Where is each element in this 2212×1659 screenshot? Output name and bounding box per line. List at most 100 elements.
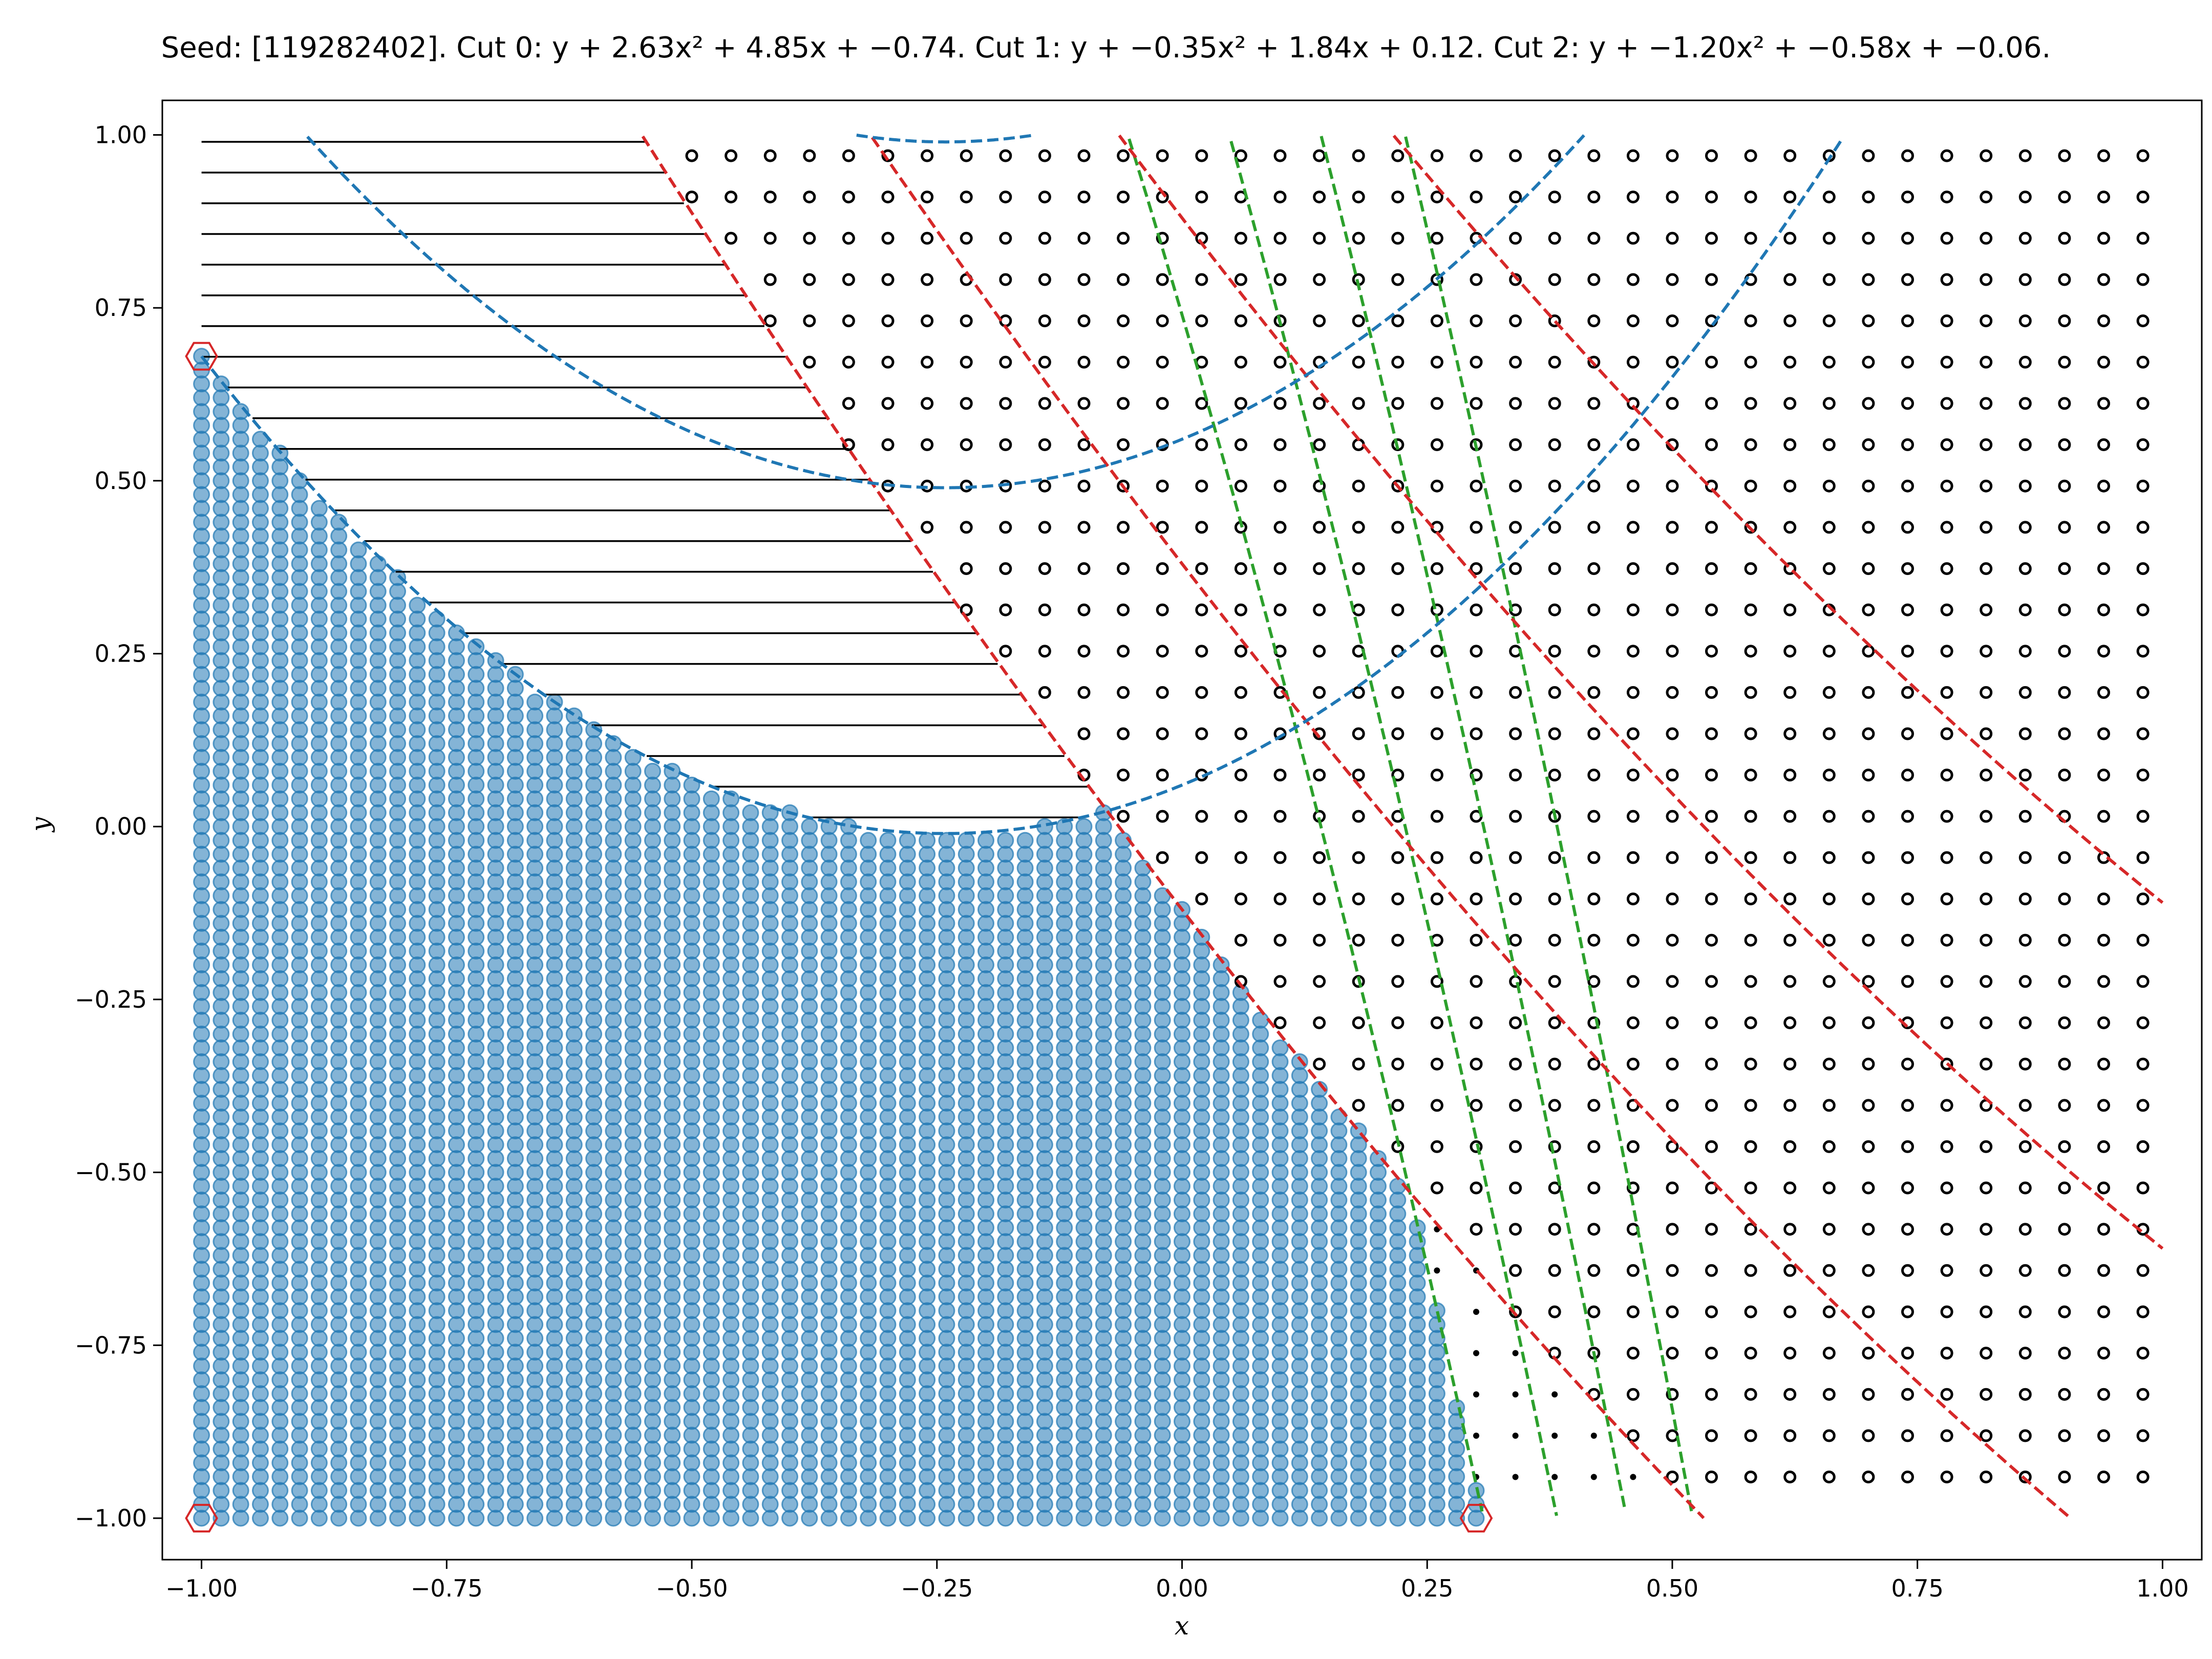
feasible-point [526, 928, 544, 946]
feasible-point [1232, 1219, 1249, 1237]
feasible-point [467, 1026, 485, 1043]
feasible-point [506, 1026, 524, 1043]
feasible-point [291, 1413, 308, 1430]
infeasible-marker-cut0 [1473, 1432, 1479, 1439]
feasible-point [664, 1509, 681, 1527]
feasible-point [467, 1509, 485, 1527]
infeasible-marker-cut0 [1512, 1391, 1519, 1398]
feasible-point [1154, 1413, 1171, 1430]
feasible-point [1154, 1219, 1171, 1237]
feasible-point [997, 928, 1014, 946]
feasible-point [840, 1122, 857, 1140]
feasible-point [1350, 1316, 1367, 1333]
feasible-point [330, 541, 348, 559]
feasible-point [1075, 832, 1093, 849]
feasible-point [467, 832, 485, 849]
feasible-point [644, 1026, 661, 1043]
feasible-point [409, 1413, 426, 1430]
feasible-point [291, 1316, 308, 1333]
feasible-point [899, 1316, 916, 1333]
feasible-point [1075, 1122, 1093, 1140]
feasible-point [330, 638, 348, 655]
feasible-point [801, 928, 818, 946]
feasible-point [232, 541, 249, 559]
feasible-point [860, 1509, 877, 1527]
feasible-point [389, 832, 407, 849]
plot-area [185, 133, 2164, 1533]
y-tick-label: −1.00 [75, 1504, 147, 1532]
feasible-point [977, 1122, 994, 1140]
feasible-point [1095, 1413, 1112, 1430]
feasible-point [1115, 928, 1132, 946]
feasible-point [1232, 1413, 1249, 1430]
feasible-point [761, 1413, 779, 1430]
feasible-point [506, 1316, 524, 1333]
feasible-point [350, 1316, 367, 1333]
feasible-point [1075, 1219, 1093, 1237]
feasible-point [252, 1509, 269, 1527]
feasible-point [389, 1122, 407, 1140]
feasible-point [801, 1509, 818, 1527]
feasible-point [644, 1413, 661, 1430]
feasible-point [860, 928, 877, 946]
feasible-point [1271, 1039, 1289, 1056]
x-tick-label: −1.00 [165, 1575, 238, 1602]
feasible-point [506, 1509, 524, 1527]
feasible-point [1115, 1219, 1132, 1237]
feasible-point [1232, 1026, 1249, 1043]
feasible-point [389, 1509, 407, 1527]
feasible-point [997, 832, 1014, 849]
feasible-point [605, 1219, 622, 1237]
feasible-point [605, 1316, 622, 1333]
feasible-point [703, 1509, 720, 1527]
feasible-point [781, 1122, 798, 1140]
feasible-point [585, 735, 603, 752]
feasible-point [389, 735, 407, 752]
feasible-point [938, 1026, 955, 1043]
feasible-point [448, 1026, 465, 1043]
feasible-point [1311, 1122, 1328, 1140]
feasible-point [781, 1509, 798, 1527]
feasible-point [546, 1122, 563, 1140]
feasible-point [742, 804, 759, 821]
feasible-point [1056, 832, 1073, 849]
feasible-point [1174, 1219, 1190, 1237]
feasible-point [840, 832, 857, 849]
feasible-point [487, 1026, 504, 1043]
feasible-point [664, 1219, 681, 1237]
feasible-point [761, 1219, 779, 1237]
feasible-point [212, 1026, 230, 1043]
feasible-point [722, 1316, 740, 1333]
feasible-point [310, 832, 328, 849]
feasible-point [1075, 1413, 1093, 1430]
feasible-point [565, 1316, 583, 1333]
feasible-point [958, 928, 975, 946]
feasible-point [271, 1122, 289, 1140]
feasible-point [526, 1026, 544, 1043]
feasible-point [840, 1026, 857, 1043]
feasible-point [526, 1122, 544, 1140]
feasible-point [761, 1509, 779, 1527]
feasible-point [193, 1413, 210, 1430]
feasible-point [938, 1122, 955, 1140]
x-tick-label: −0.75 [411, 1575, 483, 1602]
feasible-point [1213, 1122, 1230, 1140]
feasible-point [1213, 1026, 1230, 1043]
feasible-point [546, 1413, 563, 1430]
feasible-point [664, 832, 681, 849]
feasible-point [840, 928, 857, 946]
feasible-point [193, 1122, 210, 1140]
feasible-point [977, 1026, 994, 1043]
feasible-point [467, 1316, 485, 1333]
chart-title: Seed: [119282402]. Cut 0: y + 2.63x² + 4… [161, 31, 2051, 65]
feasible-point [860, 832, 877, 849]
feasible-point [291, 1509, 308, 1527]
feasible-point [1311, 1413, 1328, 1430]
feasible-point [1467, 1509, 1485, 1527]
feasible-point [1174, 1509, 1190, 1527]
x-tick-label: 0.25 [1401, 1575, 1453, 1602]
feasible-point [310, 638, 328, 655]
feasible-point [820, 1026, 838, 1043]
feasible-point [1095, 1122, 1112, 1140]
feasible-point [860, 1122, 877, 1140]
